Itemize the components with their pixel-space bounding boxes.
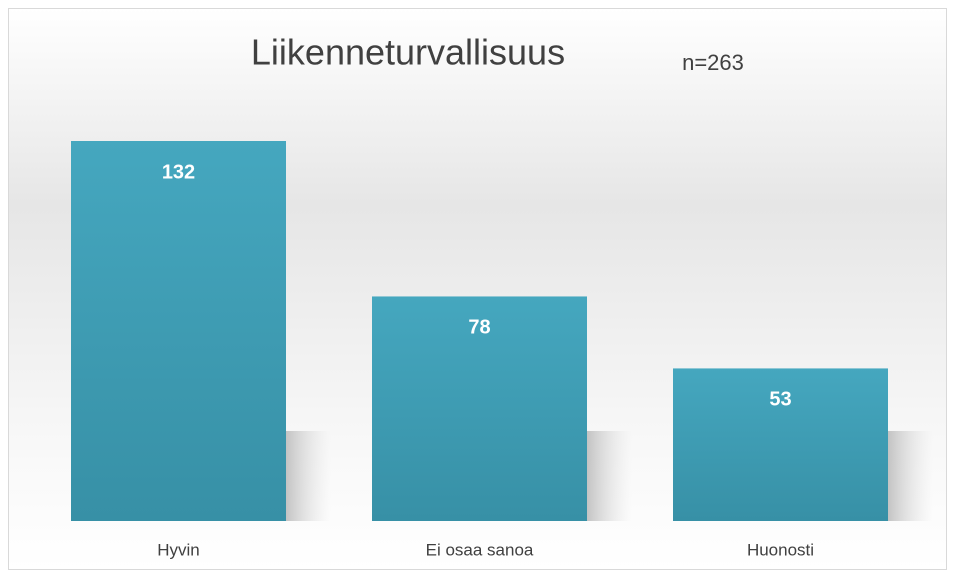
x-tick-label: Hyvin bbox=[157, 540, 200, 559]
plot-area: Hyvin 132 Ei osaa sanoa 78 Huonosti 53 bbox=[71, 141, 933, 559]
bar bbox=[372, 296, 587, 521]
chart-title: Liikenneturvallisuus bbox=[251, 32, 565, 73]
x-tick-label: Huonosti bbox=[747, 540, 814, 559]
data-label: 132 bbox=[162, 161, 195, 183]
data-label: 53 bbox=[769, 389, 791, 411]
x-tick-label: Ei osaa sanoa bbox=[426, 540, 534, 559]
data-label: 78 bbox=[468, 317, 490, 339]
annotation: n=263 bbox=[682, 50, 744, 75]
bar-shadow bbox=[888, 431, 933, 521]
bar bbox=[673, 368, 888, 521]
bar bbox=[71, 141, 286, 521]
bar-shadow bbox=[587, 431, 632, 521]
bar-shadow bbox=[286, 431, 331, 521]
